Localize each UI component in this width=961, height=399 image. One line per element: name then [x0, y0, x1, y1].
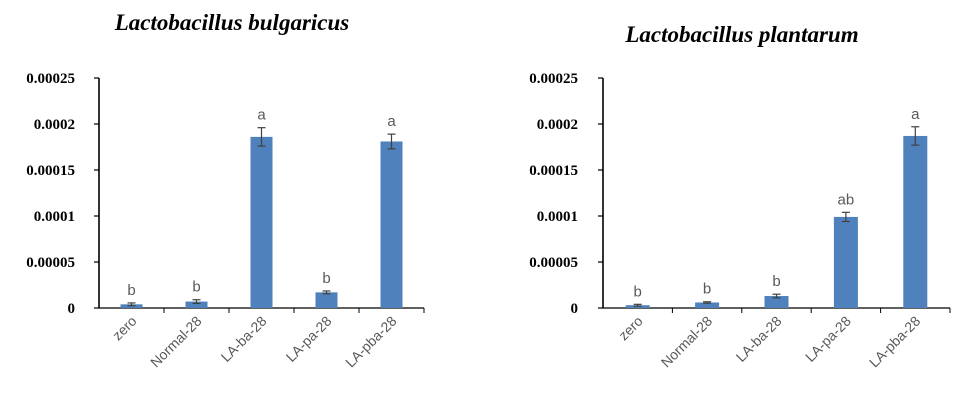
- bar-la-pba-28: [903, 135, 928, 308]
- x-tick-label: zero: [615, 313, 646, 344]
- x-tick-label: LA-pa-28: [802, 313, 854, 365]
- x-tick-label: LA-pba-28: [866, 313, 924, 371]
- x-tick-label: Normal-28: [147, 313, 205, 371]
- x-tick-label: LA-ba-28: [218, 313, 270, 365]
- chart-title: Lactobacillus bulgaricus: [114, 10, 350, 35]
- y-tick-label: 0.0001: [34, 209, 75, 225]
- x-tick-label: Normal-28: [658, 313, 716, 371]
- y-tick-label: 0.00025: [26, 71, 75, 87]
- bar-la-pa-28: [833, 216, 858, 308]
- significance-label: ab: [838, 191, 855, 208]
- x-tick-label: LA-ba-28: [733, 313, 785, 365]
- x-tick-label: LA-pba-28: [342, 313, 400, 371]
- significance-label: b: [127, 282, 135, 299]
- y-tick-label: 0.0001: [537, 209, 578, 225]
- bar-normal-28: [185, 301, 208, 308]
- bar-normal-28: [695, 302, 720, 308]
- y-tick-label: 0.00015: [26, 163, 75, 179]
- significance-label: b: [192, 279, 200, 296]
- y-tick-label: 0.00025: [529, 71, 578, 87]
- y-tick-label: 0.00015: [529, 163, 578, 179]
- significance-label: b: [772, 273, 780, 290]
- y-tick-label: 0.00005: [26, 255, 75, 271]
- significance-label: a: [257, 107, 266, 124]
- y-tick-label: 0: [571, 301, 579, 317]
- bar-la-ba-28: [250, 136, 273, 308]
- x-tick-label: zero: [109, 313, 140, 344]
- significance-label: b: [703, 281, 711, 298]
- bar-la-ba-28: [764, 296, 789, 308]
- y-tick-label: 0: [68, 301, 76, 317]
- bar-la-pba-28: [380, 141, 403, 308]
- chart-title: Lactobacillus plantarum: [624, 22, 858, 47]
- y-tick-label: 0.00005: [529, 255, 578, 271]
- significance-label: b: [322, 270, 330, 287]
- x-tick-label: LA-pa-28: [283, 313, 335, 365]
- y-tick-label: 0.0002: [34, 117, 75, 133]
- y-tick-label: 0.0002: [537, 117, 578, 133]
- significance-label: a: [387, 113, 396, 130]
- significance-label: a: [911, 106, 920, 123]
- significance-label: b: [634, 283, 642, 300]
- bar-la-pa-28: [315, 292, 338, 308]
